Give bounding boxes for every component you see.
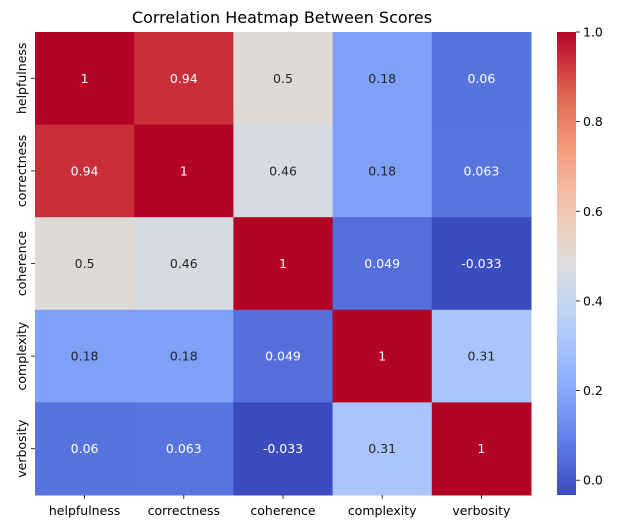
heatmap-cell-r0-c4 [431,32,532,126]
cell-value-label-r1-c1: 1 [180,163,188,178]
heatmap-cell-r2-c4 [431,217,532,311]
heatmap-cell-r0-c1 [134,32,234,126]
cell-value-label-r1-c2: 0.46 [269,163,297,178]
cell-value-label-r0-c1: 0.94 [170,71,198,86]
heatmap-cell-r1-c4 [431,124,532,218]
x-tick-label-coherence: coherence [250,503,315,518]
heatmap-cell-r0-c3 [332,32,433,126]
y-tick-label-correctness: correctness [14,135,29,207]
cell-value-label-r1-c0: 0.94 [71,163,99,178]
colorbar-gradient [557,32,576,495]
heatmap-cell-r3-c1 [134,309,234,403]
cell-value-label-r4-c3: 0.31 [368,441,396,456]
heatmap-cell-r1-c1 [134,124,234,218]
cell-value-label-r2-c2: 1 [279,256,287,271]
heatmap-cell-r3-c2 [233,309,334,403]
heatmap-cell-r4-c0 [35,402,135,496]
x-tick-label-verbosity: verbosity [452,503,511,518]
cell-value-label-r0-c3: 0.18 [368,71,396,86]
colorbar-tick-label-0: 0.0 [583,473,603,488]
heatmap-cell-r4-c2 [233,402,334,496]
cell-value-label-r1-c4: 0.063 [464,163,500,178]
cell-value-label-r4-c1: 0.063 [166,441,202,456]
colorbar-tick-label-3: 0.6 [583,204,603,219]
heatmap-cell-r1-c3 [332,124,433,218]
cell-value-label-r3-c3: 1 [378,349,386,364]
heatmap-cell-r2-c2 [233,217,334,311]
heatmap-cell-r2-c3 [332,217,433,311]
cell-value-label-r0-c2: 0.5 [273,71,293,86]
colorbar-tick-label-1: 0.2 [583,383,603,398]
heatmap-cell-r4-c3 [332,402,433,496]
x-axis: helpfulness correctness coherence complexit… [49,495,511,518]
y-tick-label-coherence: coherence [14,231,29,296]
cell-value-label-r3-c0: 0.18 [71,349,99,364]
heatmap-cell-r3-c0 [35,309,135,403]
heatmap-cell-r1-c0 [35,124,135,218]
cell-value-label-r2-c4: -0.033 [461,256,501,271]
cell-value-label-r3-c1: 0.18 [170,349,198,364]
cell-value-label-r4-c2: -0.033 [263,441,303,456]
cell-value-label-r2-c3: 0.049 [364,256,400,271]
colorbar: 0.0 0.2 0.4 0.6 0.8 1.0 [557,25,603,495]
y-tick-label-complexity: complexity [14,321,29,390]
heatmap-cell-r4-c4 [431,402,532,496]
heatmap-cell-r2-c1 [134,217,234,311]
x-tick-label-complexity: complexity [348,503,417,518]
heatmap-cell-r0-c0 [35,32,135,126]
heatmap-cell-r2-c0 [35,217,135,311]
cell-value-label-r3-c2: 0.049 [265,349,301,364]
colorbar-tick-label-2: 0.4 [583,293,603,308]
y-axis: helpfulness correctness coherence complexit… [14,43,35,478]
y-tick-label-verbosity: verbosity [14,419,29,478]
cell-value-label-r0-c0: 1 [81,71,89,86]
colorbar-tick-label-5: 1.0 [583,25,603,40]
cell-value-label-r2-c1: 0.46 [170,256,198,271]
colorbar-tick-label-4: 0.8 [583,114,603,129]
heatmap-cell-r0-c2 [233,32,334,126]
heatmap-cell-r1-c2 [233,124,334,218]
cell-value-label-r0-c4: 0.06 [467,71,495,86]
chart-title: Correlation Heatmap Between Scores [132,8,432,27]
x-tick-label-helpfulness: helpfulness [49,503,120,518]
heatmap-cell-r4-c1 [134,402,234,496]
heatmap-cell-r3-c4 [431,309,532,403]
heatmap-cell-r3-c3 [332,309,433,403]
cell-value-label-r1-c3: 0.18 [368,163,396,178]
y-tick-label-helpfulness: helpfulness [14,43,29,114]
cell-value-label-r3-c4: 0.31 [467,349,495,364]
x-tick-label-correctness: correctness [148,503,220,518]
cell-value-label-r4-c0: 0.06 [71,441,99,456]
cell-value-label-r2-c0: 0.5 [75,256,95,271]
cell-value-label-r4-c4: 1 [477,441,485,456]
heatmap-cells: 1 0.94 0.5 0.18 0.06 0.94 1 0.46 0.18 0.063 0.5 0.4… [35,32,532,496]
